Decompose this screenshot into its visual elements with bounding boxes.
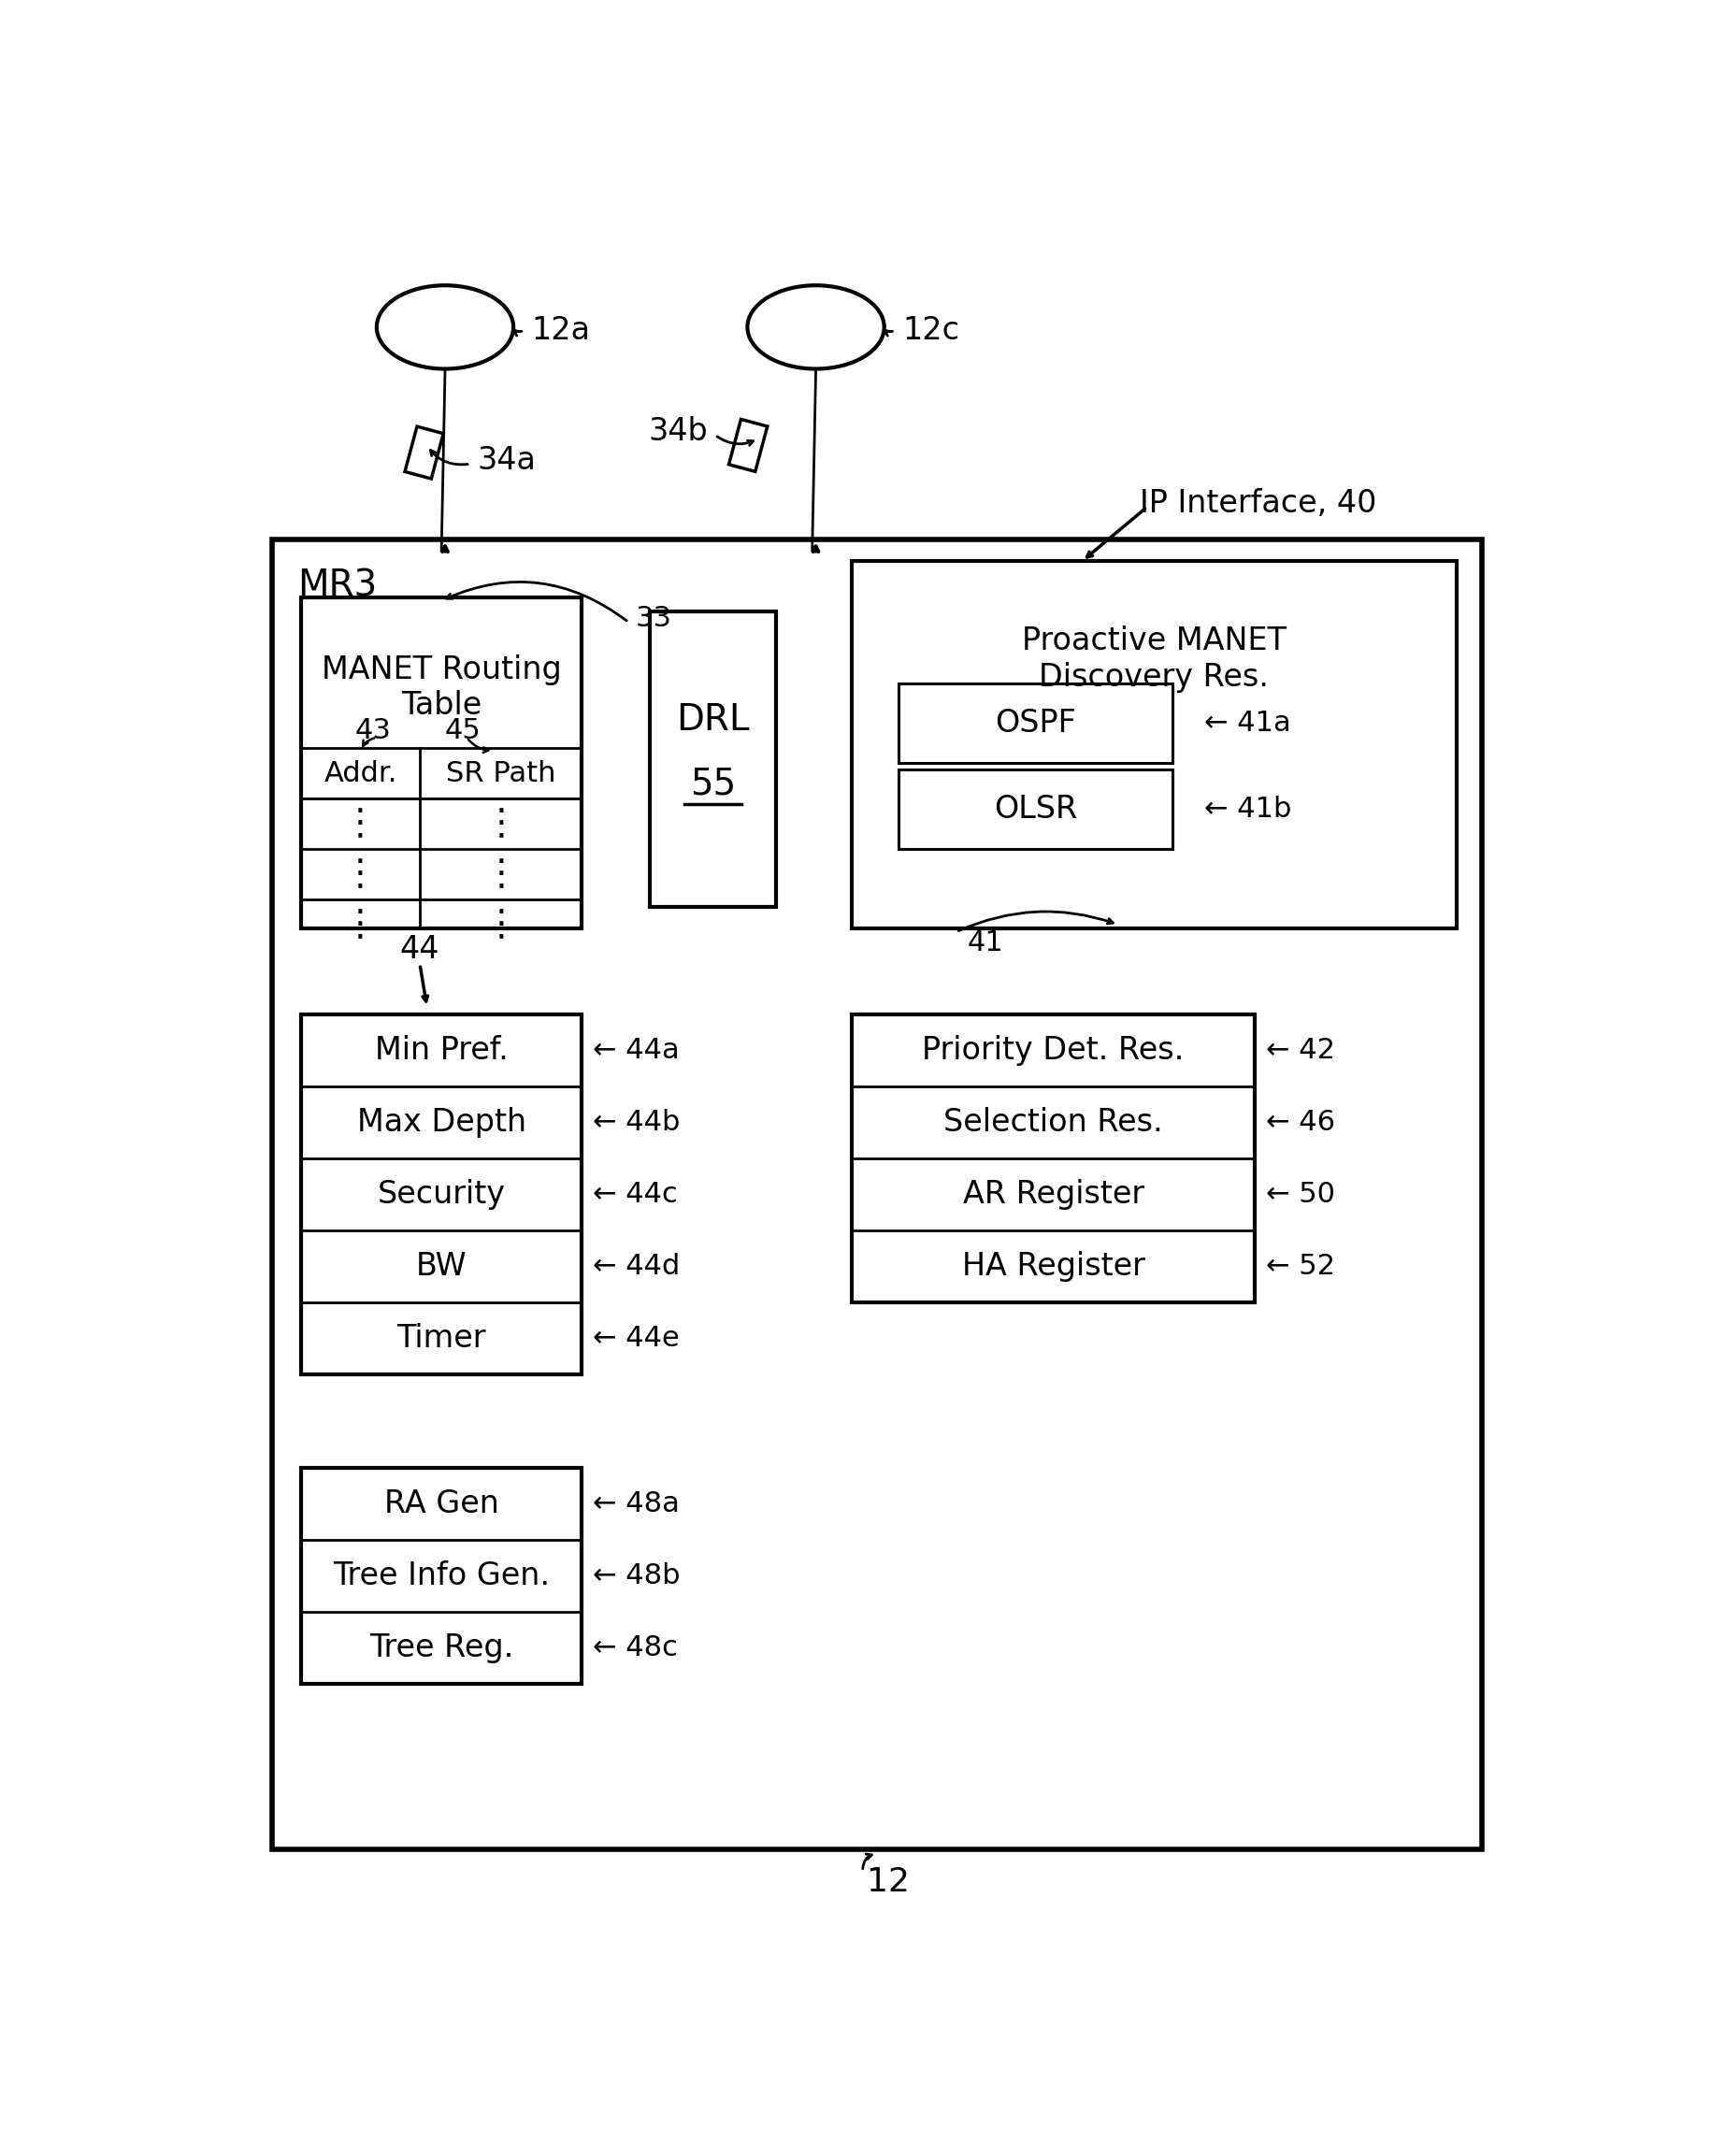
Text: Timer: Timer [397, 1324, 486, 1354]
Bar [650, 612, 775, 908]
Text: Tree Reg.: Tree Reg. [370, 1632, 513, 1664]
Bar [852, 561, 1456, 929]
Text: ⋮: ⋮ [483, 908, 518, 942]
Text: RA Gen: RA Gen [383, 1490, 498, 1520]
Text: ⋮: ⋮ [483, 806, 518, 841]
Text: Max Depth: Max Depth [356, 1108, 525, 1138]
Text: ← 46: ← 46 [1264, 1108, 1335, 1136]
Text: ⋮: ⋮ [342, 856, 378, 893]
Text: ← 44e: ← 44e [592, 1326, 679, 1352]
Text: MANET Routing
Table: MANET Routing Table [322, 655, 561, 722]
Text: ⋮: ⋮ [342, 806, 378, 841]
Text: ← 48b: ← 48b [592, 1563, 679, 1589]
Text: IP Interface, 40: IP Interface, 40 [1140, 487, 1376, 520]
Text: ← 50: ← 50 [1264, 1181, 1335, 1207]
Text: 33: 33 [635, 606, 672, 632]
Bar [301, 1015, 582, 1376]
Text: ← 44b: ← 44b [592, 1108, 679, 1136]
Text: Priority Det. Res.: Priority Det. Res. [922, 1035, 1184, 1065]
Text: ← 41a: ← 41a [1205, 709, 1290, 737]
Text: OSPF: OSPF [994, 707, 1076, 740]
Text: ← 48c: ← 48c [592, 1634, 678, 1662]
Text: 41: 41 [967, 929, 1003, 957]
Bar [898, 683, 1172, 763]
Text: ⋮: ⋮ [483, 856, 518, 893]
Text: 12c: 12c [902, 315, 958, 347]
Text: 34b: 34b [648, 416, 707, 446]
Text: ← 48a: ← 48a [592, 1490, 679, 1518]
Text: ← 44a: ← 44a [592, 1037, 679, 1065]
Bar [272, 539, 1482, 1850]
Text: ← 44c: ← 44c [592, 1181, 678, 1207]
Text: ⋮: ⋮ [342, 908, 378, 942]
Text: Tree Info Gen.: Tree Info Gen. [332, 1561, 549, 1591]
Text: ← 41b: ← 41b [1205, 796, 1292, 824]
Text: MR3: MR3 [298, 569, 376, 604]
Text: HA Register: HA Register [962, 1250, 1145, 1283]
Text: 12a: 12a [530, 315, 590, 347]
Text: Proactive MANET
Discovery Res.: Proactive MANET Discovery Res. [1021, 625, 1285, 692]
Text: Selection Res.: Selection Res. [943, 1108, 1162, 1138]
Text: 34a: 34a [477, 444, 536, 476]
Bar [301, 597, 582, 929]
Text: BW: BW [416, 1250, 467, 1283]
Text: Addr.: Addr. [323, 759, 397, 787]
Text: AR Register: AR Register [962, 1179, 1143, 1210]
Ellipse shape [376, 285, 513, 369]
Text: DRL: DRL [676, 701, 749, 737]
Text: 45: 45 [445, 716, 481, 744]
Bar [301, 1468, 582, 1684]
Text: Security: Security [376, 1179, 505, 1210]
Text: 12: 12 [866, 1867, 909, 1897]
Text: 55: 55 [690, 768, 736, 802]
Text: Min Pref.: Min Pref. [375, 1035, 508, 1065]
Bar [404, 427, 443, 479]
Text: 43: 43 [354, 716, 392, 744]
Bar [729, 418, 767, 472]
Ellipse shape [748, 285, 883, 369]
Text: ← 42: ← 42 [1264, 1037, 1335, 1065]
Bar [852, 1015, 1254, 1302]
Bar [898, 770, 1172, 849]
Text: ← 44d: ← 44d [592, 1253, 679, 1281]
Text: 44: 44 [400, 934, 440, 966]
Text: ← 52: ← 52 [1264, 1253, 1335, 1281]
Text: SR Path: SR Path [445, 759, 556, 787]
Text: OLSR: OLSR [992, 793, 1076, 826]
